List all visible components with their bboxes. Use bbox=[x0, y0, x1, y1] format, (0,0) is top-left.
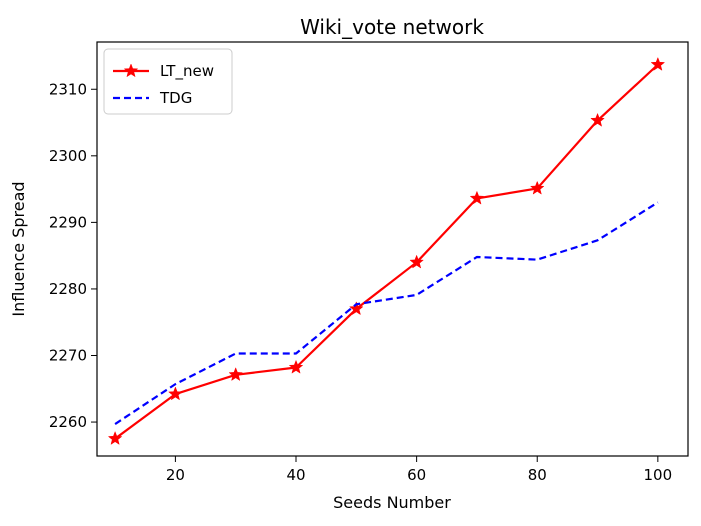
y-tick-label: 2290 bbox=[49, 213, 87, 231]
x-tick-label: 80 bbox=[528, 466, 547, 484]
data-point bbox=[348, 301, 364, 316]
data-point bbox=[288, 359, 304, 374]
y-axis: 2260 2270 2280 2290 2300 2310 bbox=[49, 80, 97, 431]
series-tdg bbox=[114, 201, 659, 425]
legend-label: TDG bbox=[159, 89, 192, 107]
data-point bbox=[650, 56, 666, 71]
data-point bbox=[529, 180, 545, 195]
legend-label: LT_new bbox=[160, 62, 214, 81]
data-point bbox=[168, 386, 183, 401]
series-line bbox=[114, 63, 659, 440]
series-line bbox=[114, 201, 659, 425]
y-tick-label: 2280 bbox=[49, 280, 87, 298]
legend: LT_new TDG bbox=[103, 48, 233, 115]
y-tick-label: 2260 bbox=[49, 413, 87, 431]
series-layer bbox=[107, 56, 666, 445]
plot-area bbox=[96, 41, 689, 457]
data-point bbox=[469, 190, 485, 205]
data-point bbox=[107, 430, 123, 445]
x-axis-label: Seeds Number bbox=[333, 493, 451, 512]
data-point bbox=[590, 112, 605, 127]
x-tick-label: 60 bbox=[407, 466, 426, 484]
x-axis: 20 40 60 80 100 bbox=[166, 456, 672, 484]
legend-marker bbox=[123, 63, 139, 78]
y-tick-label: 2270 bbox=[49, 346, 87, 364]
data-point bbox=[228, 367, 244, 382]
y-tick-label: 2310 bbox=[49, 80, 87, 98]
series-lt-new bbox=[107, 56, 666, 445]
y-axis-label: Influence Spread bbox=[9, 181, 28, 316]
chart-title: Wiki_vote network bbox=[300, 15, 484, 39]
data-point bbox=[409, 254, 424, 269]
y-tick-label: 2300 bbox=[49, 147, 87, 165]
x-tick-label: 100 bbox=[644, 466, 673, 484]
x-tick-label: 40 bbox=[286, 466, 305, 484]
x-tick-label: 20 bbox=[166, 466, 185, 484]
